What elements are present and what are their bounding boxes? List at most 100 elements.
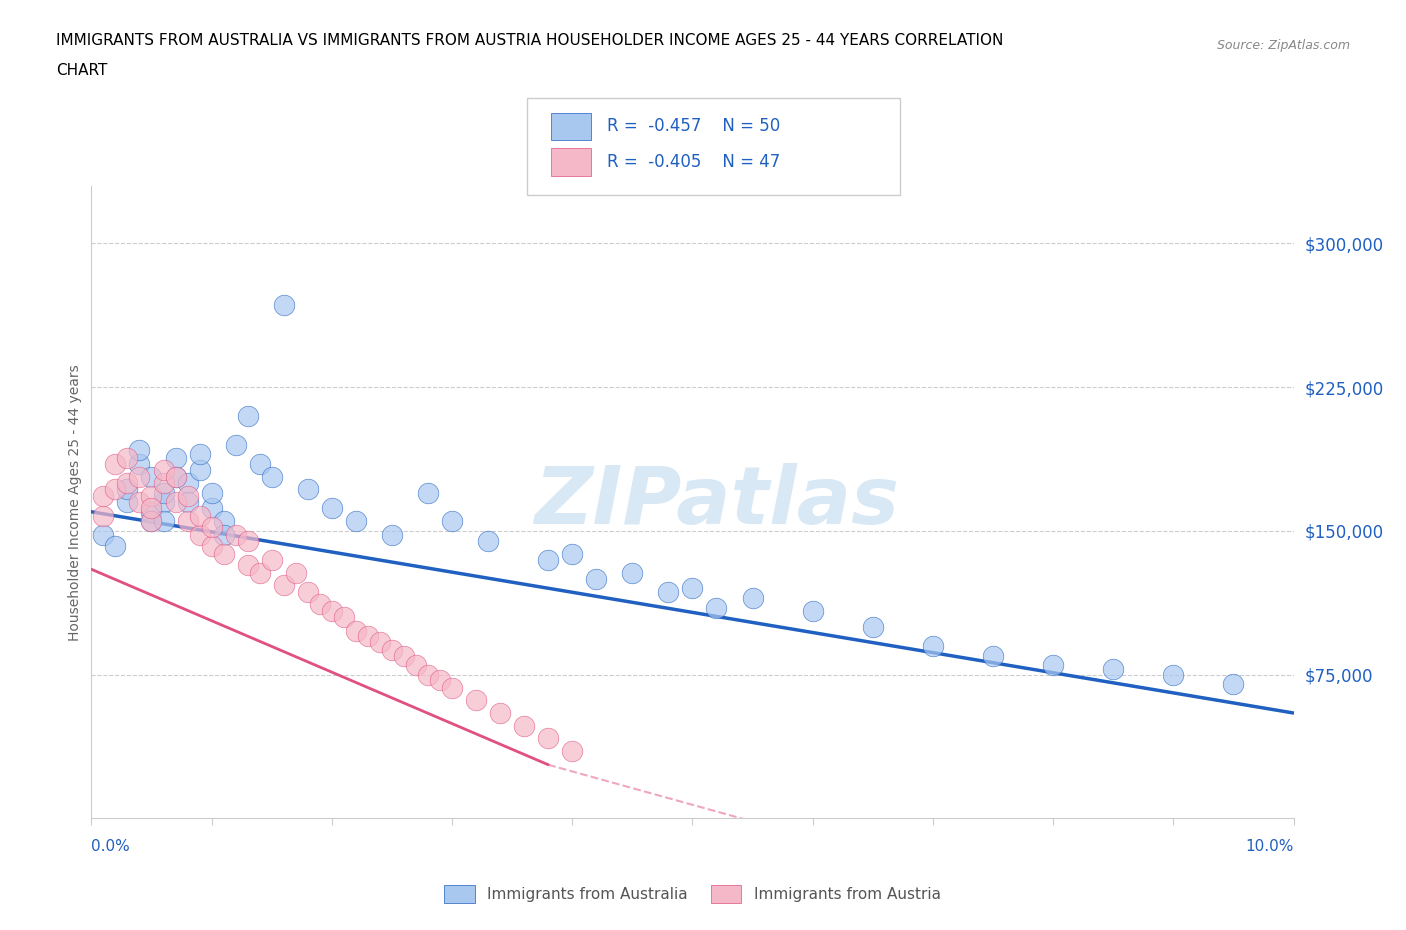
Point <box>260 552 283 567</box>
Point <box>344 514 367 529</box>
Point <box>981 648 1004 663</box>
Point <box>117 475 139 490</box>
Point <box>201 500 224 515</box>
Point <box>489 706 512 721</box>
Point <box>128 443 150 458</box>
Point <box>273 578 295 592</box>
Point <box>465 692 488 707</box>
Point <box>141 514 163 529</box>
Point <box>429 673 451 688</box>
Point <box>128 495 150 510</box>
Point <box>212 547 235 562</box>
Point <box>188 527 211 542</box>
Point <box>249 457 271 472</box>
Point <box>308 596 330 611</box>
Point <box>117 495 139 510</box>
Point <box>236 533 259 548</box>
Point <box>862 619 884 634</box>
Point <box>152 475 174 490</box>
Point <box>741 591 763 605</box>
Point <box>657 585 679 600</box>
Point <box>440 681 463 696</box>
Point <box>537 730 560 745</box>
Point <box>141 500 163 515</box>
Text: IMMIGRANTS FROM AUSTRALIA VS IMMIGRANTS FROM AUSTRIA HOUSEHOLDER INCOME AGES 25 : IMMIGRANTS FROM AUSTRALIA VS IMMIGRANTS … <box>56 33 1004 47</box>
Point <box>176 489 198 504</box>
Point <box>93 508 115 523</box>
Point <box>236 558 259 573</box>
Point <box>681 581 703 596</box>
Point <box>188 446 211 461</box>
Point <box>357 629 380 644</box>
Point <box>333 610 356 625</box>
Point <box>201 538 224 553</box>
Point <box>392 648 415 663</box>
Point <box>152 514 174 529</box>
Point <box>236 408 259 423</box>
Text: 0.0%: 0.0% <box>91 839 131 854</box>
Point <box>201 520 224 535</box>
Point <box>212 514 235 529</box>
Point <box>381 527 404 542</box>
Point <box>93 489 115 504</box>
Point <box>344 623 367 638</box>
Point <box>297 482 319 497</box>
Point <box>117 482 139 497</box>
Point <box>405 658 427 672</box>
Point <box>141 470 163 485</box>
Point <box>104 482 127 497</box>
Point <box>188 508 211 523</box>
Legend: Immigrants from Australia, Immigrants from Austria: Immigrants from Australia, Immigrants fr… <box>439 879 946 909</box>
Point <box>165 495 187 510</box>
Point <box>176 475 198 490</box>
Point <box>321 604 343 618</box>
Text: CHART: CHART <box>56 63 108 78</box>
Point <box>537 552 560 567</box>
Point <box>561 547 583 562</box>
Point <box>1042 658 1064 672</box>
Point <box>416 667 439 682</box>
Text: ZIPatlas: ZIPatlas <box>534 463 898 541</box>
Point <box>273 298 295 312</box>
Point <box>104 457 127 472</box>
Point <box>152 485 174 500</box>
Text: 10.0%: 10.0% <box>1246 839 1294 854</box>
Point <box>260 470 283 485</box>
Point <box>165 451 187 466</box>
Point <box>416 485 439 500</box>
Point <box>561 744 583 759</box>
Point <box>297 585 319 600</box>
Point <box>176 495 198 510</box>
Point <box>801 604 824 618</box>
Point <box>225 527 247 542</box>
Point <box>1102 661 1125 676</box>
Point <box>440 514 463 529</box>
Point <box>321 500 343 515</box>
Point <box>706 600 728 615</box>
Point <box>201 485 224 500</box>
Point <box>152 495 174 510</box>
Point <box>381 643 404 658</box>
Point <box>165 470 187 485</box>
Y-axis label: Householder Income Ages 25 - 44 years: Householder Income Ages 25 - 44 years <box>69 364 83 641</box>
Point <box>188 462 211 477</box>
Point <box>1222 677 1244 692</box>
Text: R =  -0.457    N = 50: R = -0.457 N = 50 <box>607 117 780 136</box>
Point <box>212 527 235 542</box>
Point <box>284 565 307 580</box>
Point <box>477 533 499 548</box>
Point <box>104 538 127 553</box>
Point <box>249 565 271 580</box>
Text: R =  -0.405    N = 47: R = -0.405 N = 47 <box>607 153 780 171</box>
Point <box>93 527 115 542</box>
Point <box>513 719 536 734</box>
Point <box>165 470 187 485</box>
Text: Source: ZipAtlas.com: Source: ZipAtlas.com <box>1216 39 1350 52</box>
Point <box>1161 667 1184 682</box>
Point <box>225 437 247 452</box>
Point <box>141 489 163 504</box>
Point <box>141 504 163 519</box>
Point <box>117 451 139 466</box>
Point <box>128 457 150 472</box>
Point <box>621 565 644 580</box>
